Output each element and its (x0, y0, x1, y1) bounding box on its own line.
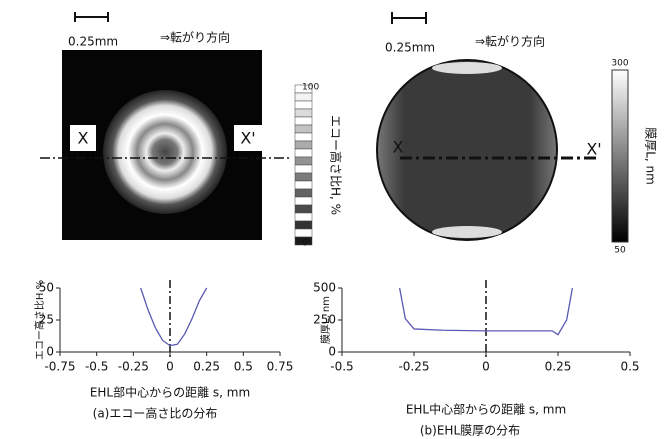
colorbar-tick: 100 (302, 83, 319, 93)
x-tick-label: 0.25 (193, 360, 220, 374)
colorbar-step (295, 149, 312, 157)
x-tick-label: -0.25 (398, 360, 429, 374)
film-edge (432, 226, 502, 238)
echo-rings (103, 90, 227, 214)
colorbar-step (295, 125, 312, 133)
scale-label: 0.25mm (68, 35, 118, 49)
film-map (377, 60, 557, 240)
film-edge (432, 62, 502, 74)
x-tick-label: 0 (482, 360, 490, 374)
x-tick-label: -0.75 (44, 360, 75, 374)
y-axis-label: 膜厚L, nm (320, 296, 332, 344)
data-line (141, 288, 207, 346)
colorbar (612, 70, 628, 242)
scale-bar (392, 12, 426, 24)
x-tick-label: 0.75 (267, 360, 294, 374)
x-tick-label: 0.25 (545, 360, 572, 374)
colorbar-step (295, 93, 312, 101)
colorbar-step (295, 221, 312, 229)
marker-label: X (78, 129, 89, 148)
colorbar-step (295, 117, 312, 125)
colorbar-tick: 0 (302, 239, 308, 249)
caption: (b)EHL膜厚の分布 (420, 424, 520, 438)
x-axis-label: EHL中心部からの距離 s, mm (406, 402, 566, 417)
colorbar-step (295, 229, 312, 237)
colorbar (295, 85, 312, 245)
colorbar-tick: 50 (614, 246, 626, 256)
y-tick-label: 0 (328, 345, 336, 359)
x-tick-label: -0.25 (118, 360, 149, 374)
colorbar-step (295, 157, 312, 165)
x-tick-label: 0.5 (234, 360, 253, 374)
scale-bar (75, 12, 108, 22)
colorbar-step (295, 173, 312, 181)
colorbar-step (295, 141, 312, 149)
direction-label: ⇒転がり方向 (160, 30, 230, 45)
x-tick-label: 0.5 (620, 360, 639, 374)
colorbar-step (295, 133, 312, 141)
colorbar-step (295, 197, 312, 205)
direction-label: ⇒転がり方向 (475, 34, 545, 49)
data-line (400, 288, 573, 335)
figure: 0.25mm ⇒転がり方向 X X' 100 0 エコー高さ比H, % 0.25… (0, 0, 672, 439)
colorbar-tick: 300 (611, 59, 628, 69)
x-tick-label: -0.5 (330, 360, 353, 374)
colorbar-label: 膜厚L, nm (644, 127, 658, 185)
x-tick-label: -0.5 (85, 360, 108, 374)
colorbar-step (295, 109, 312, 117)
x-tick-label: 0 (166, 360, 174, 374)
scale-label: 0.25mm (385, 41, 435, 55)
caption: (a)エコー高さ比の分布 (93, 406, 218, 421)
colorbar-step (295, 213, 312, 221)
marker-label: X' (586, 140, 601, 159)
y-tick-label: 0 (46, 345, 54, 359)
colorbar-step (295, 101, 312, 109)
x-axis-label: EHL部中心からの距離 s, mm (90, 385, 250, 400)
y-tick-label: 500 (313, 281, 336, 295)
y-axis-label: エコー高さ比H % (33, 280, 46, 360)
marker-label: X (393, 138, 404, 157)
colorbar-step (295, 181, 312, 189)
colorbar-step (295, 165, 312, 173)
marker-label: X' (240, 129, 255, 148)
colorbar-label: エコー高さ比H, % (329, 115, 344, 215)
colorbar-step (295, 205, 312, 213)
colorbar-step (295, 189, 312, 197)
